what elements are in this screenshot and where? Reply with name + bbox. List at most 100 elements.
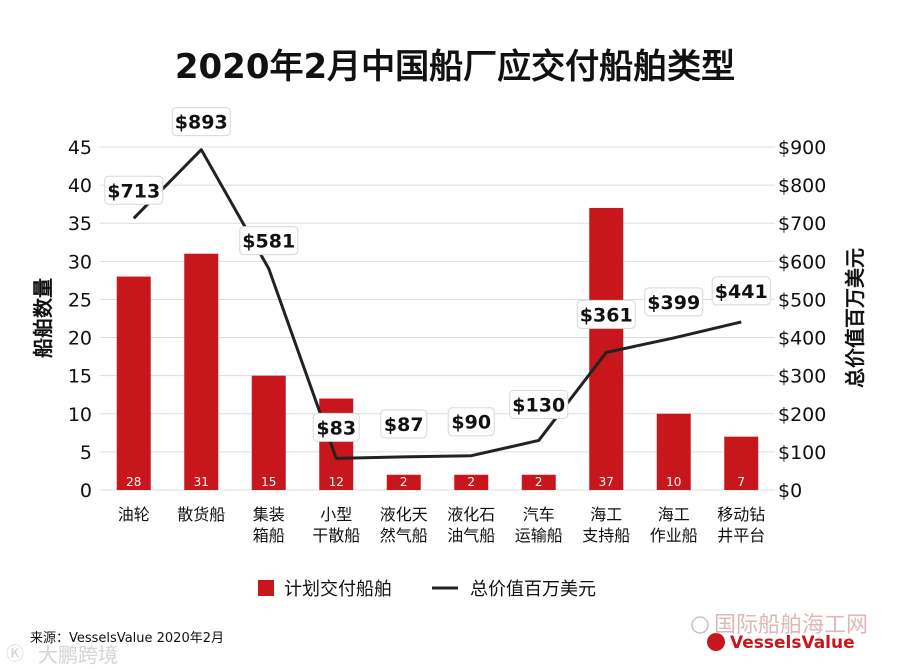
legend-bar-swatch	[258, 580, 274, 596]
y-tick-right: $900	[778, 137, 826, 159]
y-tick-left: 0	[80, 480, 92, 502]
value-label: $441	[715, 281, 768, 303]
value-label: $399	[647, 292, 700, 314]
bar-label: 10	[666, 475, 681, 489]
bar-label: 37	[599, 475, 614, 489]
value-label-box	[104, 175, 164, 205]
bar-label: 12	[329, 475, 344, 489]
y-tick-left: 25	[68, 289, 92, 311]
y-tick-left: 30	[68, 251, 92, 273]
legend: 计划交付船舶 总价值百万美元	[258, 579, 596, 600]
x-tick-label: 小型	[320, 505, 352, 524]
x-tick-label: 井平台	[717, 526, 765, 545]
value-label-box	[447, 407, 495, 437]
bar	[521, 474, 556, 490]
value-label-box	[312, 412, 360, 442]
chart-title: 2020年2月中国船厂应交付船舶类型	[175, 47, 735, 87]
x-tick-label: 液化石	[447, 505, 495, 524]
y-tick-left: 35	[68, 213, 92, 235]
bars: 28 31 15 12 2 2 2 37 10 7	[116, 207, 759, 490]
bar	[454, 474, 489, 490]
y-tick-left: 15	[68, 366, 92, 388]
value-label: $87	[384, 414, 424, 436]
y-axis-right: $0 $100 $200 $300 $400 $500 $600 $700 $800 $900	[778, 137, 826, 502]
value-label: $581	[242, 231, 295, 253]
vesselsvalue-logo: VesselsValue	[707, 633, 855, 653]
y-tick-right: $100	[778, 442, 826, 464]
y-tick-left: 20	[68, 328, 92, 350]
y-tick-right: $800	[778, 175, 826, 197]
x-tick-label: 移动钻	[717, 505, 765, 524]
y-axis-left: 0 5 10 15 20 25 30 35 40 45	[68, 137, 92, 502]
source-note: 来源：VesselsValue 2020年2月	[30, 631, 224, 646]
bar-label: 2	[400, 475, 408, 489]
y-tick-right: $400	[778, 328, 826, 350]
value-label: $130	[512, 394, 565, 416]
corner-watermark: Ⓚ 大鹏跨境	[6, 643, 118, 667]
value-label-box	[239, 226, 299, 256]
y-tick-left: 45	[68, 137, 92, 159]
value-label: $713	[107, 180, 160, 202]
x-tick-label: 干散船	[312, 526, 360, 545]
y-tick-right: $300	[778, 366, 826, 388]
bar	[116, 276, 151, 490]
y-tick-left: 40	[68, 175, 92, 197]
corner-watermark-text: 大鹏跨境	[38, 643, 118, 667]
x-tick-label: 箱船	[253, 526, 285, 545]
y-tick-left: 10	[68, 404, 92, 426]
y-axis-left-label: 船舶数量	[31, 278, 55, 358]
value-label-box	[576, 299, 636, 329]
value-label-box	[644, 287, 704, 317]
logo-text: VesselsValue	[730, 633, 855, 653]
value-label: $361	[580, 304, 633, 326]
logo-mark-icon	[707, 633, 725, 651]
value-label-box	[171, 107, 231, 137]
value-label: $90	[451, 412, 491, 434]
bar	[656, 413, 691, 490]
x-tick-label: 海工	[658, 505, 690, 524]
x-tick-label: 油气船	[447, 526, 495, 545]
y-tick-right: $700	[778, 213, 826, 235]
wechat-icon	[691, 616, 709, 634]
y-tick-left: 5	[80, 442, 92, 464]
bar-label: 31	[194, 475, 209, 489]
bar	[386, 474, 421, 490]
wechat-watermark: 国际船舶海工网	[691, 613, 868, 638]
x-tick-label: 集装	[253, 505, 285, 524]
bar-label: 15	[261, 475, 276, 489]
legend-line-label: 总价值百万美元	[470, 579, 596, 600]
value-line: $713 $893 $581 $83 $87 $90 $130 $361 $399 $441	[104, 107, 771, 460]
bar	[184, 253, 219, 490]
x-tick-label: 海工	[590, 505, 622, 524]
y-tick-right: $0	[778, 480, 802, 502]
bar-label: 7	[737, 475, 745, 489]
y-tick-right: $200	[778, 404, 826, 426]
x-tick-label: 汽车	[523, 505, 555, 524]
x-tick-label: 液化天	[380, 505, 428, 524]
x-tick-label: 支持船	[582, 526, 630, 545]
x-tick-label: 作业船	[650, 526, 698, 545]
x-tick-label: 散货船	[177, 505, 225, 524]
x-tick-label: 运输船	[515, 526, 563, 545]
value-label-box	[509, 389, 569, 419]
x-tick-label: 油轮	[118, 505, 150, 524]
y-tick-right: $600	[778, 251, 826, 273]
corner-watermark-icon: Ⓚ	[6, 644, 24, 665]
value-label-box	[380, 409, 428, 439]
bar	[251, 375, 286, 490]
value-label-box	[711, 276, 771, 306]
x-tick-label: 然气船	[380, 526, 428, 545]
value-label: $893	[175, 112, 228, 134]
y-tick-right: $500	[778, 289, 826, 311]
series-line	[132, 148, 742, 460]
legend-bar-label: 计划交付船舶	[284, 579, 392, 600]
bar-label: 28	[126, 475, 141, 489]
bar-label: 2	[535, 475, 543, 489]
bar	[724, 436, 759, 490]
value-label: $83	[316, 417, 356, 439]
wechat-watermark-text: 国际船舶海工网	[714, 613, 868, 638]
bar-label: 2	[467, 475, 475, 489]
y-axis-right-label: 总价值百万美元	[843, 248, 867, 388]
